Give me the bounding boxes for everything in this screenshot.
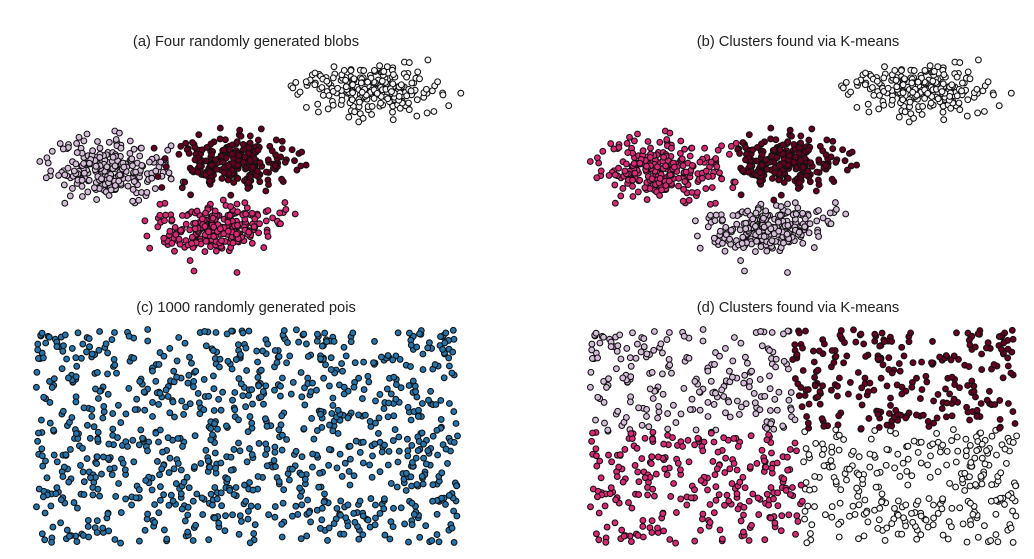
svg-text:(b) Clusters found via K-means: (b) Clusters found via K-means [697,34,899,50]
svg-text:(d) Clusters found via K-means: (d) Clusters found via K-means [697,300,899,316]
svg-text:(a) Four randomly generated bl: (a) Four randomly generated blobs [133,34,359,50]
svg-text:(c) 1000 randomly generated po: (c) 1000 randomly generated pois [136,300,356,316]
